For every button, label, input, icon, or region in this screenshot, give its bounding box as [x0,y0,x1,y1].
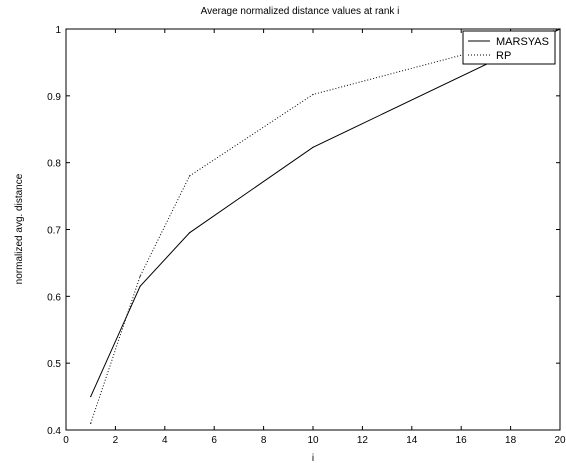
y-axis-label: normalized avg. distance [14,173,25,284]
legend-box [462,30,556,65]
data-point-rp [90,422,92,424]
x-tick-label: 8 [261,435,267,446]
x-axis-ticks: 0 2 4 6 8 10 12 14 16 18 20 [63,29,566,446]
plot-frame [65,28,561,431]
y-tick-label: 0.8 [47,159,61,170]
y-tick-label: 0.5 [47,359,61,370]
legend: MARSYAS RP [462,30,556,65]
legend-rp-label: RP [496,50,511,62]
x-tick-label: 4 [162,435,168,446]
y-tick-label: 0.4 [47,426,61,437]
x-tick-label: 16 [456,435,468,446]
x-tick-label: 12 [357,435,369,446]
data-point-rp [559,28,561,30]
x-tick-label: 14 [406,435,418,446]
x-axis-label: i [312,453,314,463]
series-line-rp [90,28,561,424]
x-tick-label: 18 [505,435,517,446]
data-point-marsyas [188,232,191,234]
data-point-rp [188,175,191,177]
x-tick-label: 0 [63,435,69,446]
x-tick-label: 6 [211,435,217,446]
data-point-marsyas [312,146,314,148]
y-tick-label: 0.9 [47,92,61,103]
series-line-marsyas [90,28,561,397]
y-tick-label: 0.7 [47,226,61,237]
data-point-marsyas [90,395,92,398]
data-point-rp [312,93,314,96]
legend-marsyas-label: MARSYAS [496,36,549,48]
y-tick-label: 0.6 [47,292,61,303]
y-tick-label: 1 [55,25,61,36]
series-layer [90,28,561,424]
y-axis-ticks: 0.4 0.5 0.6 0.7 0.8 0.9 1 [47,25,560,437]
chart-title: Average normalized distance values at ra… [201,6,400,17]
data-point-rp [139,275,141,277]
x-tick-label: 2 [113,435,119,446]
x-tick-label: 10 [307,435,319,446]
x-tick-label: 20 [554,435,566,446]
data-point-marsyas [139,285,141,287]
